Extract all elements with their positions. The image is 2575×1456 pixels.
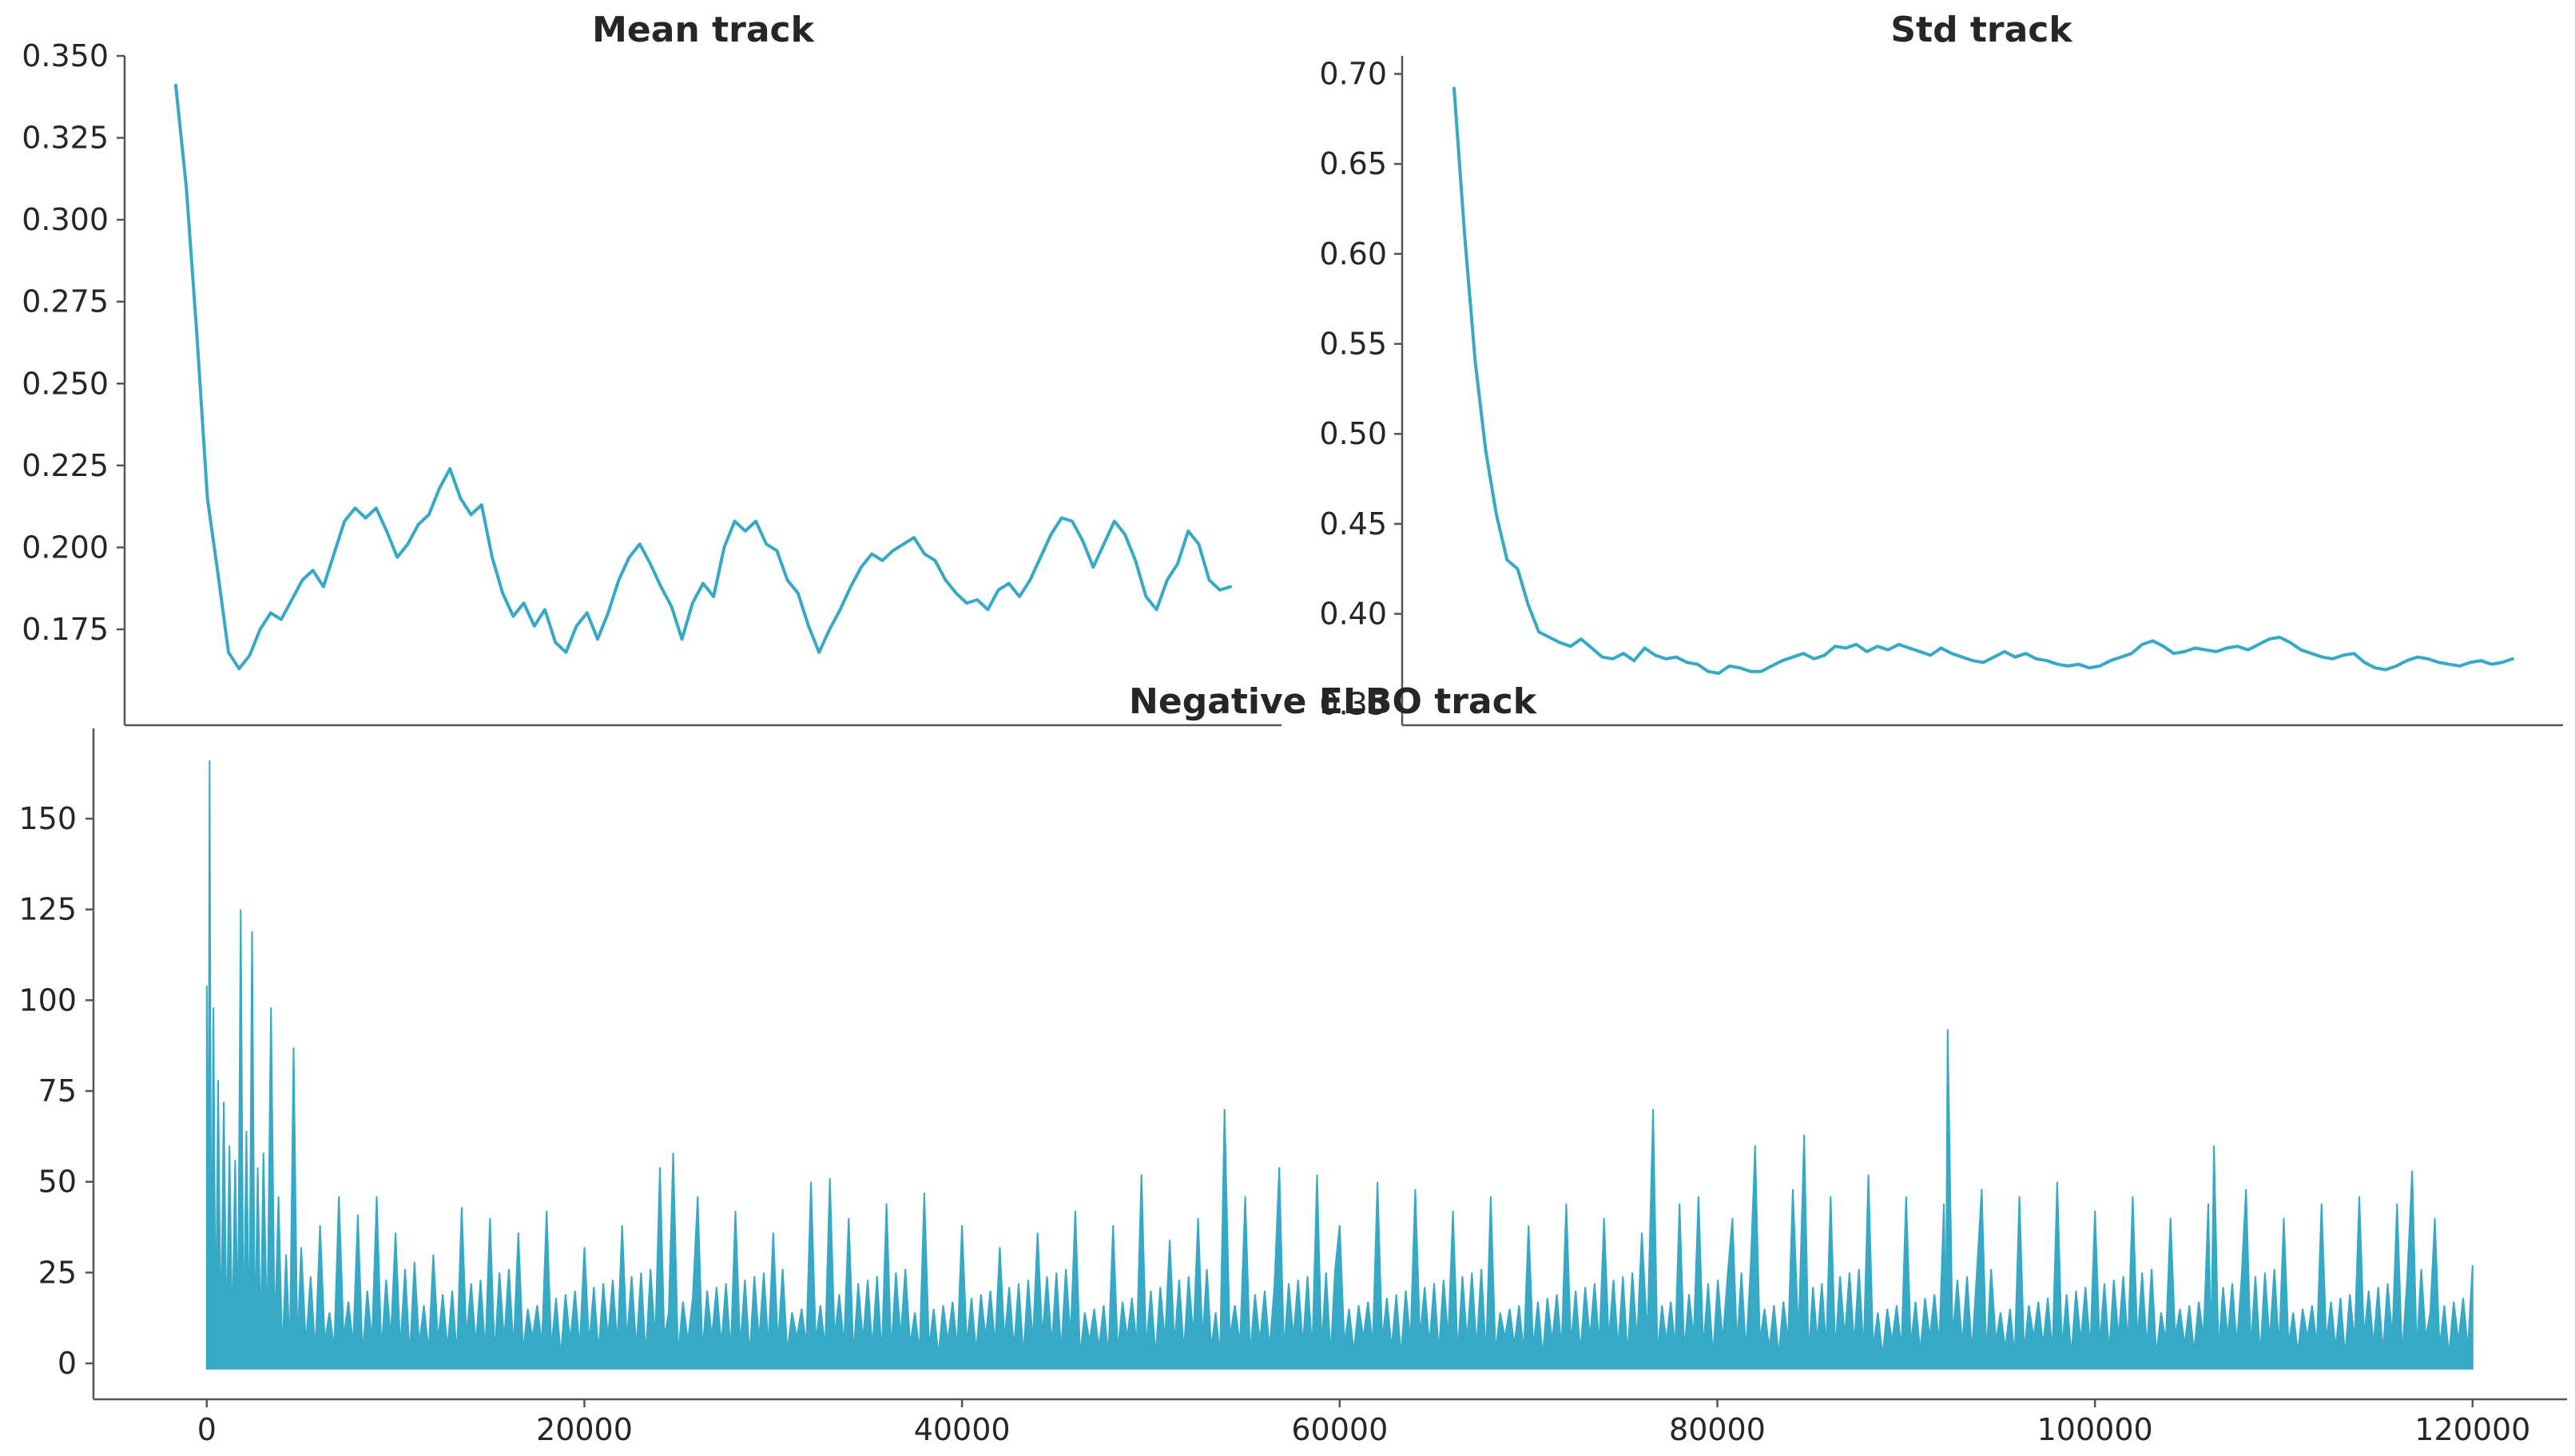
elbo-y-tick-label: 25 <box>38 1255 77 1290</box>
elbo-x-tick-label: 40000 <box>914 1412 1011 1447</box>
elbo-x-tick-label: 120000 <box>2414 1412 2530 1447</box>
elbo-series-area <box>205 760 2474 1370</box>
std-y-tick-label: 0.65 <box>1319 146 1387 181</box>
std-y-tick-label: 0.35 <box>1319 686 1387 721</box>
elbo-x-tick-label: 60000 <box>1291 1412 1388 1447</box>
elbo-x-tick-label: 20000 <box>536 1412 633 1447</box>
elbo-y-axis-ticks: 0 25 50 75 100 125 150 <box>18 801 93 1381</box>
elbo-x-tick-label: 100000 <box>2037 1412 2153 1447</box>
mean-y-tick-label: 0.350 <box>22 38 109 73</box>
elbo-track-panel: 0 25 50 75 100 125 150 0 20000 40000 60000 80000 10… <box>18 681 2567 1447</box>
std-y-tick-label: 0.45 <box>1319 506 1387 542</box>
elbo-track-title: Negative ELBO track <box>1129 681 1538 722</box>
mean-y-tick-label: 0.200 <box>22 530 109 565</box>
elbo-x-axis-ticks: 0 20000 40000 60000 80000 100000 120000 <box>197 1399 2530 1447</box>
mean-y-tick-label: 0.275 <box>22 284 109 319</box>
std-y-tick-label: 0.60 <box>1319 236 1387 272</box>
mean-track-panel: Mean track 0.175 0.200 0.225 0.250 0.275 0.30… <box>22 10 1282 727</box>
mean-y-tick-label: 0.250 <box>22 366 109 401</box>
std-y-tick-label: 0.40 <box>1319 597 1387 632</box>
std-y-tick-label: 0.55 <box>1319 327 1387 362</box>
std-y-tick-label: 0.70 <box>1319 57 1387 92</box>
elbo-y-tick-label: 100 <box>18 982 77 1018</box>
mean-y-tick-label: 0.225 <box>22 448 109 483</box>
mean-series-line <box>174 83 1232 671</box>
elbo-y-tick-label: 125 <box>18 892 77 927</box>
mean-y-tick-label: 0.300 <box>22 202 109 237</box>
mean-track-title: Mean track <box>592 10 815 50</box>
std-series-line <box>1452 86 2514 675</box>
mean-y-axis-ticks: 0.175 0.200 0.225 0.250 0.275 0.300 0.325 0.350 <box>22 38 125 647</box>
std-y-tick-label: 0.50 <box>1319 416 1387 451</box>
mean-y-tick-label: 0.325 <box>22 121 109 156</box>
std-track-panel: Std track 0.350.400.450.500.550.600.650.… <box>1319 10 2563 727</box>
elbo-y-tick-label: 150 <box>18 801 77 836</box>
std-y-axis-ticks: 0.35 0.40 0.45 0.50 0.55 0.60 0.65 0.70 <box>1319 57 1402 721</box>
std-track-title: Std track <box>1890 10 2073 50</box>
elbo-y-tick-label: 0 <box>58 1346 77 1381</box>
elbo-x-tick-label: 80000 <box>1669 1412 1766 1447</box>
mean-y-tick-label: 0.175 <box>22 612 109 647</box>
elbo-x-tick-label: 0 <box>197 1412 217 1447</box>
elbo-y-tick-label: 75 <box>38 1073 77 1109</box>
elbo-y-tick-label: 50 <box>38 1164 77 1200</box>
